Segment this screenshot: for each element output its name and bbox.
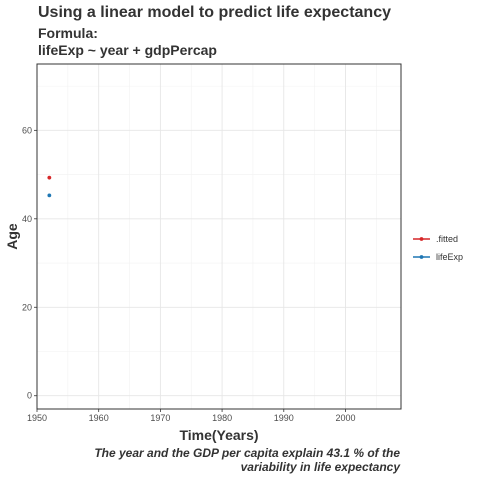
legend-label: .fitted: [436, 234, 458, 244]
y-tick-label: 20: [22, 302, 32, 312]
chart-subtitle: Formula: lifeExp ~ year + gdpPercap: [38, 25, 217, 58]
data-points: [47, 175, 52, 198]
x-tick-label: 1970: [150, 413, 170, 423]
y-tick-label: 0: [27, 391, 32, 401]
axes: 1950 1960 1970 1980 1990 2000 0 20 40 60 Time(Year…: [4, 63, 402, 443]
x-tick-label: 1980: [212, 413, 232, 423]
x-tick-label: 1950: [27, 413, 47, 423]
x-tick-label: 1990: [274, 413, 294, 423]
chart-caption: The year and the GDP per capita explain …: [94, 446, 400, 474]
legend-key-point: [419, 237, 424, 241]
y-axis-title: Age: [4, 223, 20, 250]
data-point-lifeExp: [47, 193, 52, 198]
y-tick-label: 40: [22, 214, 32, 224]
legend: .fitted lifeExp: [413, 234, 463, 262]
chart-title: Using a linear model to predict life exp…: [38, 4, 391, 21]
legend-key-point: [419, 255, 424, 259]
x-tick-label: 1960: [89, 413, 109, 423]
plot-panel-border: [36, 63, 402, 410]
x-tick-label: 2000: [335, 413, 355, 423]
legend-label: lifeExp: [436, 252, 463, 262]
x-axis-title: Time(Years): [179, 427, 258, 443]
y-tick-label: 60: [22, 125, 32, 135]
grid-lines: [36, 64, 401, 409]
data-point-fitted: [47, 175, 52, 180]
